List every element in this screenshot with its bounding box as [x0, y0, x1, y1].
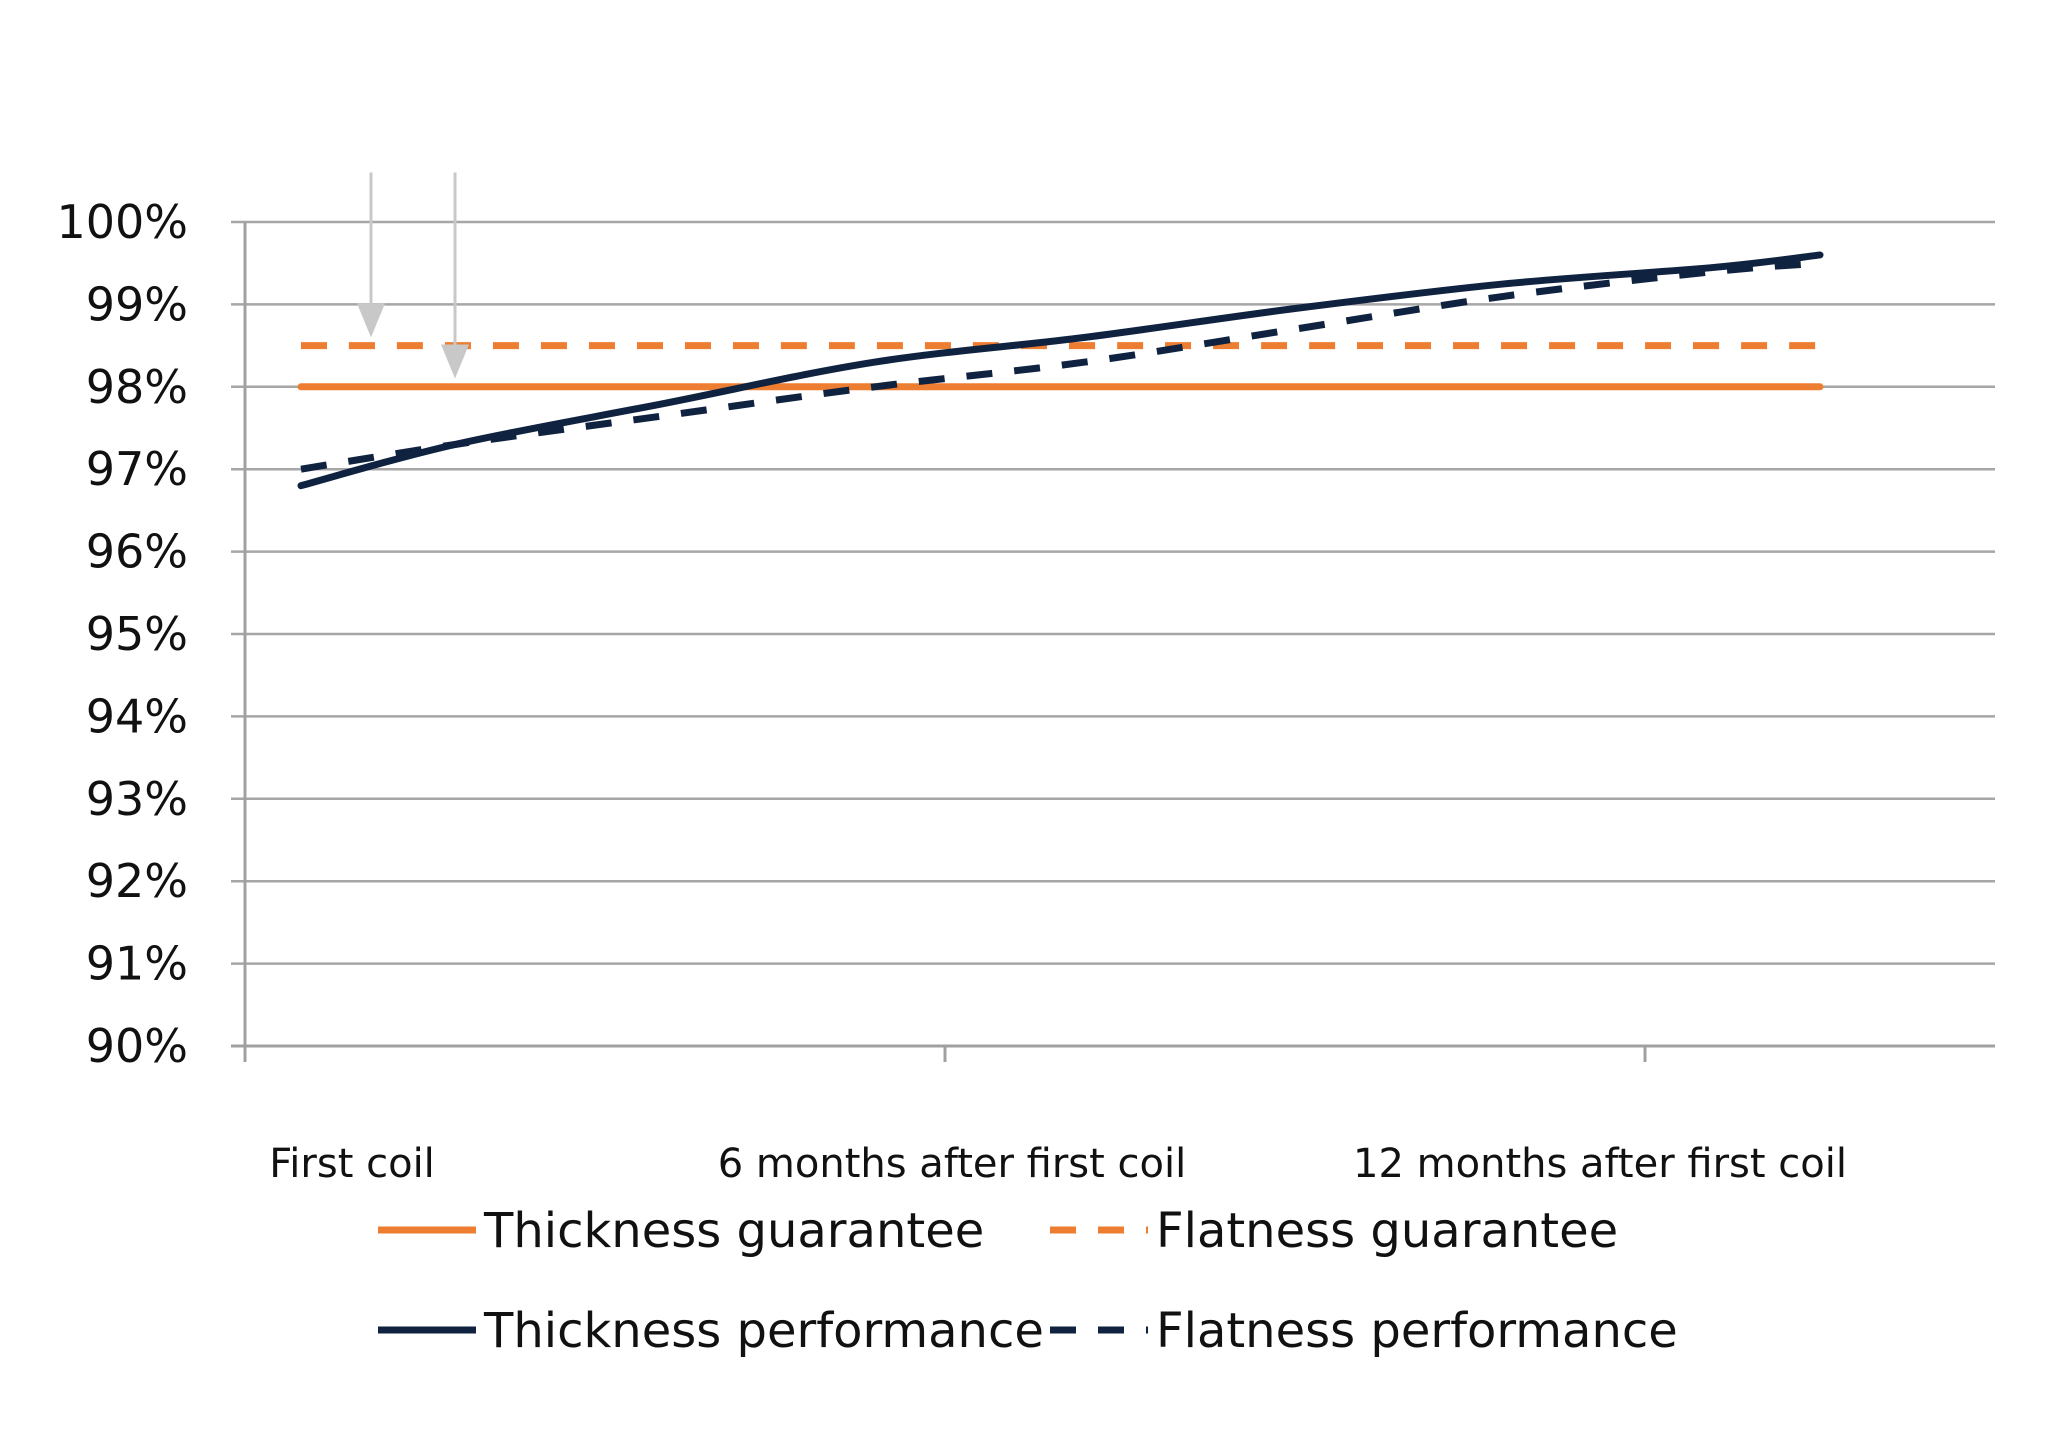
annotation-arrow-head	[357, 303, 385, 338]
annotation-layer	[357, 172, 469, 379]
series-layer	[297, 251, 1824, 490]
x-tick-label: 12 months after first coil	[1353, 1141, 1847, 1187]
series-line-flatness-performance	[300, 259, 1821, 473]
axis-layer: 90% 91% 92% 93% 94% 95% 96% 97% 98% 99% 100% First …	[56, 195, 1846, 1187]
legend: Thickness guarantee Flatness guarantee Thi…	[378, 1203, 1678, 1359]
y-tick-label: 90%	[86, 1019, 188, 1073]
legend-label-flatness-performance: Flatness performance	[1156, 1303, 1678, 1359]
y-tick-label: 94%	[86, 689, 188, 743]
annotation-arrow-head	[441, 344, 469, 379]
legend-label-thickness-guarantee: Thickness guarantee	[483, 1203, 984, 1259]
legend-label-thickness-performance: Thickness performance	[483, 1303, 1044, 1359]
x-tick-label: First coil	[269, 1141, 435, 1187]
y-tick-label: 98%	[86, 360, 188, 414]
x-tick-label: 6 months after first coil	[718, 1141, 1186, 1187]
series-line-thickness-performance	[297, 251, 1824, 490]
y-tick-label: 96%	[86, 525, 188, 579]
y-tick-label: 92%	[86, 854, 188, 908]
legend-label-flatness-guarantee: Flatness guarantee	[1156, 1203, 1618, 1259]
y-tick-label: 95%	[86, 607, 188, 661]
y-tick-label: 93%	[86, 772, 188, 826]
y-tick-label: 99%	[86, 277, 188, 331]
y-tick-label: 100%	[56, 195, 188, 249]
y-tick-label: 91%	[86, 937, 188, 991]
y-tick-label: 97%	[86, 442, 188, 496]
